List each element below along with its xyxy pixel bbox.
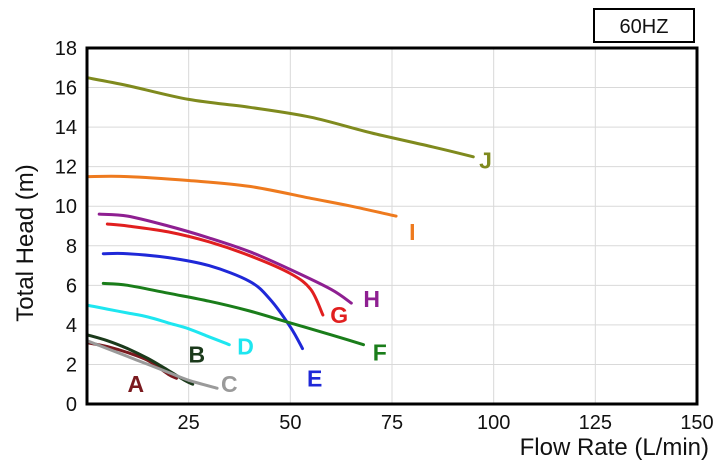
- y-tick-label: 10: [55, 196, 77, 218]
- series-label-a: A: [127, 371, 144, 397]
- y-tick-label: 8: [66, 236, 77, 258]
- x-tick-label: 50: [279, 412, 301, 434]
- x-tick-label: 100: [477, 412, 510, 434]
- y-tick-label: 14: [55, 117, 77, 139]
- y-tick-label: 0: [66, 394, 77, 416]
- series-line-a: [85, 341, 178, 380]
- series-label-c: C: [221, 371, 238, 397]
- series-label-e: E: [307, 365, 322, 391]
- x-tick-label: 75: [381, 412, 403, 434]
- series-label-g: G: [330, 302, 348, 328]
- x-tick-label: 125: [579, 412, 612, 434]
- y-tick-label: 6: [66, 275, 77, 297]
- series-line-d: [85, 303, 231, 347]
- series-label-f: F: [373, 340, 387, 366]
- y-axis-title: Total Head (m): [12, 164, 39, 321]
- x-axis-title: Flow Rate (L/min): [520, 434, 709, 461]
- x-tick-label: 25: [178, 412, 200, 434]
- y-tick-label: 18: [55, 38, 77, 60]
- grid-layer: [87, 48, 697, 404]
- series-label-layer: A BCD E FGH I J: [127, 148, 491, 397]
- series-line-f: [101, 281, 365, 347]
- series-layer: [85, 76, 475, 390]
- series-line-c: [85, 339, 219, 390]
- series-label-h: H: [363, 286, 380, 312]
- y-tick-label: 12: [55, 157, 77, 179]
- series-label-j: J: [479, 148, 492, 174]
- x-tick-label: 150: [680, 412, 713, 434]
- y-tick-label: 16: [55, 78, 77, 100]
- series-line-i: [85, 174, 398, 218]
- series-line-h: [97, 212, 353, 305]
- series-line-g: [105, 222, 325, 317]
- series-line-e: [101, 251, 304, 351]
- series-line-j: [85, 76, 475, 159]
- plot-frame: [85, 46, 699, 406]
- series-label-b: B: [188, 342, 205, 368]
- series-label-i: I: [409, 219, 415, 245]
- y-tick-label: 4: [66, 315, 77, 337]
- frequency-badge: [593, 8, 695, 43]
- frequency-badge-text: 60HZ: [620, 16, 669, 38]
- tick-layer: 0 2 4 6 8 10 12 14 16 18 25 50 75 100 125 150: [55, 38, 714, 434]
- y-tick-label: 2: [66, 354, 77, 376]
- series-label-d: D: [237, 334, 254, 360]
